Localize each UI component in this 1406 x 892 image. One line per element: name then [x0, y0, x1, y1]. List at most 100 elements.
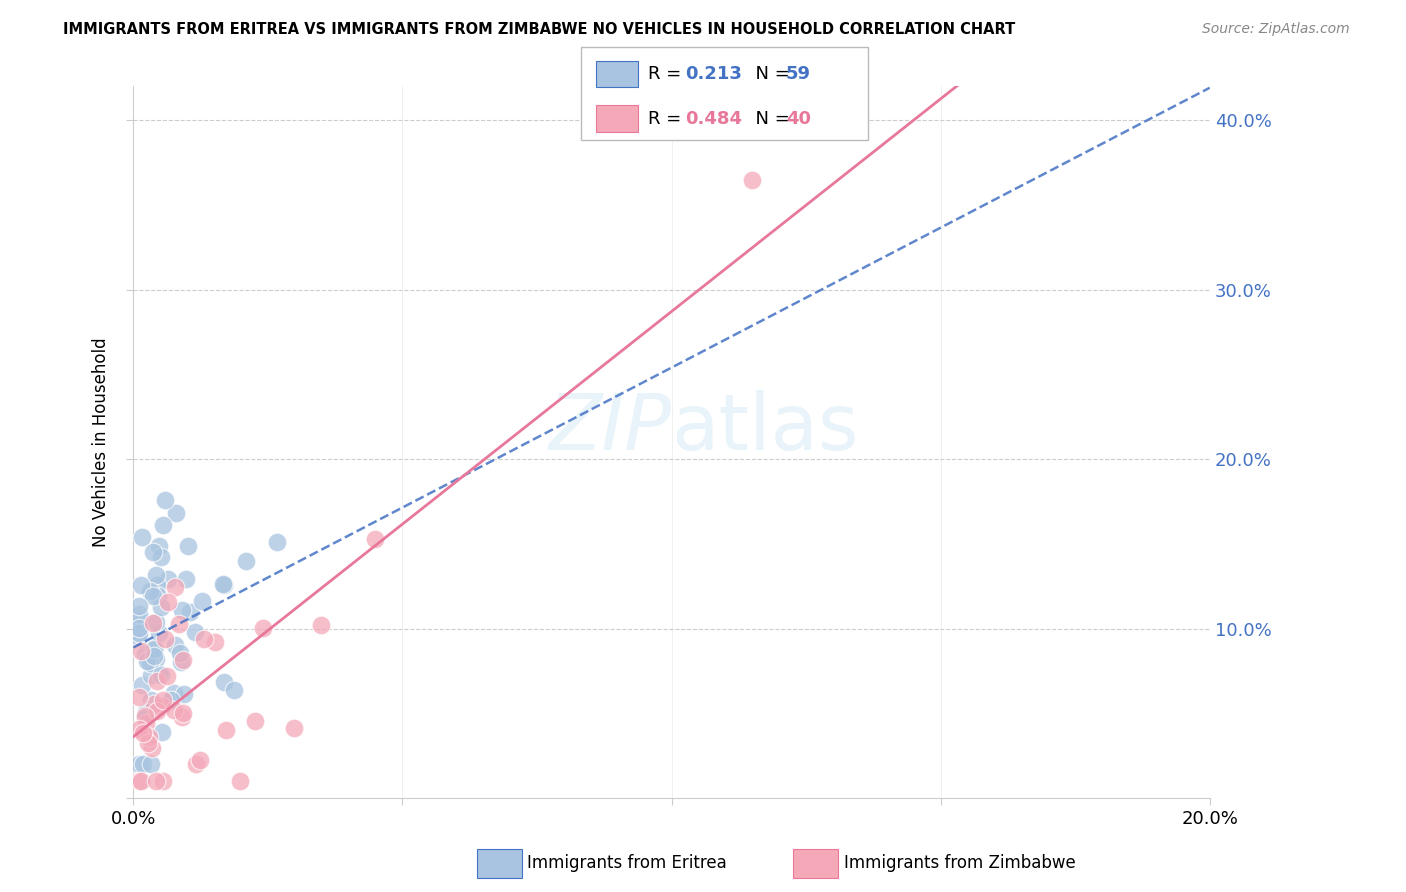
Point [146, 578, 169, 592]
Point [163, 703, 186, 717]
Text: R =: R = [648, 65, 688, 83]
Point [145, 774, 167, 789]
Point [150, 724, 173, 739]
Point [129, 578, 152, 592]
Point [172, 706, 194, 720]
Point [170, 656, 193, 670]
Text: 59: 59 [786, 65, 811, 83]
Point [139, 668, 162, 682]
Point [160, 693, 183, 707]
Text: N =: N = [744, 65, 796, 83]
Point [142, 545, 165, 559]
Point [211, 576, 233, 591]
Point [135, 716, 157, 731]
Point [134, 711, 156, 725]
Point [142, 615, 165, 630]
Point [141, 740, 163, 755]
Point [283, 722, 305, 736]
Point [139, 757, 162, 772]
Point [134, 709, 156, 723]
Point [150, 550, 173, 565]
Point [128, 757, 150, 772]
Point [129, 774, 152, 789]
Point [148, 667, 170, 681]
Point [152, 518, 174, 533]
Point [143, 649, 166, 664]
Text: Immigrants from Zimbabwe: Immigrants from Zimbabwe [844, 855, 1076, 872]
Point [142, 589, 165, 603]
Point [146, 673, 169, 688]
Point [155, 632, 177, 647]
Point [128, 630, 150, 644]
Point [212, 578, 235, 592]
Point [169, 646, 191, 660]
Point [172, 653, 194, 667]
Text: ZIP: ZIP [548, 390, 672, 466]
Text: 40: 40 [786, 110, 811, 128]
Point [128, 690, 150, 704]
Text: Source: ZipAtlas.com: Source: ZipAtlas.com [1202, 22, 1350, 37]
Point [148, 539, 170, 553]
Point [214, 723, 236, 737]
Point [145, 652, 167, 666]
Point [129, 643, 152, 657]
Point [177, 539, 200, 553]
Point [191, 593, 214, 607]
Point [132, 757, 155, 772]
Point [235, 554, 257, 568]
Point [134, 648, 156, 662]
Point [152, 774, 174, 789]
Point [131, 530, 153, 544]
Point [155, 493, 177, 508]
Point [170, 603, 193, 617]
Point [152, 693, 174, 707]
Text: atlas: atlas [672, 390, 859, 466]
Text: 0.484: 0.484 [685, 110, 742, 128]
Point [155, 668, 177, 682]
Point [128, 613, 150, 627]
Point [150, 599, 173, 614]
Point [128, 626, 150, 640]
Point [146, 589, 169, 603]
Text: N =: N = [744, 110, 796, 128]
Point [364, 532, 387, 546]
Point [309, 617, 332, 632]
Point [138, 584, 160, 599]
Point [150, 667, 173, 681]
Point [145, 705, 167, 719]
Point [173, 687, 195, 701]
Point [252, 621, 274, 635]
Point [183, 625, 205, 640]
Point [138, 731, 160, 745]
Point [162, 685, 184, 699]
Point [163, 638, 186, 652]
Point [157, 595, 180, 609]
Point [170, 710, 193, 724]
Point [193, 632, 215, 646]
Point [128, 599, 150, 613]
Point [156, 572, 179, 586]
Y-axis label: No Vehicles in Household: No Vehicles in Household [93, 337, 110, 547]
Point [222, 683, 245, 698]
Point [145, 567, 167, 582]
Point [148, 625, 170, 640]
Point [204, 635, 226, 649]
Point [169, 616, 191, 631]
Point [165, 506, 187, 520]
Point [228, 774, 250, 789]
Text: IMMIGRANTS FROM ERITREA VS IMMIGRANTS FROM ZIMBABWE NO VEHICLES IN HOUSEHOLD COR: IMMIGRANTS FROM ERITREA VS IMMIGRANTS FR… [63, 22, 1015, 37]
Point [186, 756, 208, 771]
Text: 0.213: 0.213 [685, 65, 741, 83]
Point [163, 580, 186, 594]
Point [212, 675, 235, 690]
Point [141, 693, 163, 707]
Point [128, 723, 150, 737]
Point [142, 642, 165, 657]
Point [150, 699, 173, 714]
Point [139, 656, 162, 670]
Point [266, 534, 288, 549]
Text: Immigrants from Eritrea: Immigrants from Eritrea [527, 855, 727, 872]
Point [174, 572, 197, 586]
Point [179, 605, 201, 619]
Point [135, 705, 157, 719]
